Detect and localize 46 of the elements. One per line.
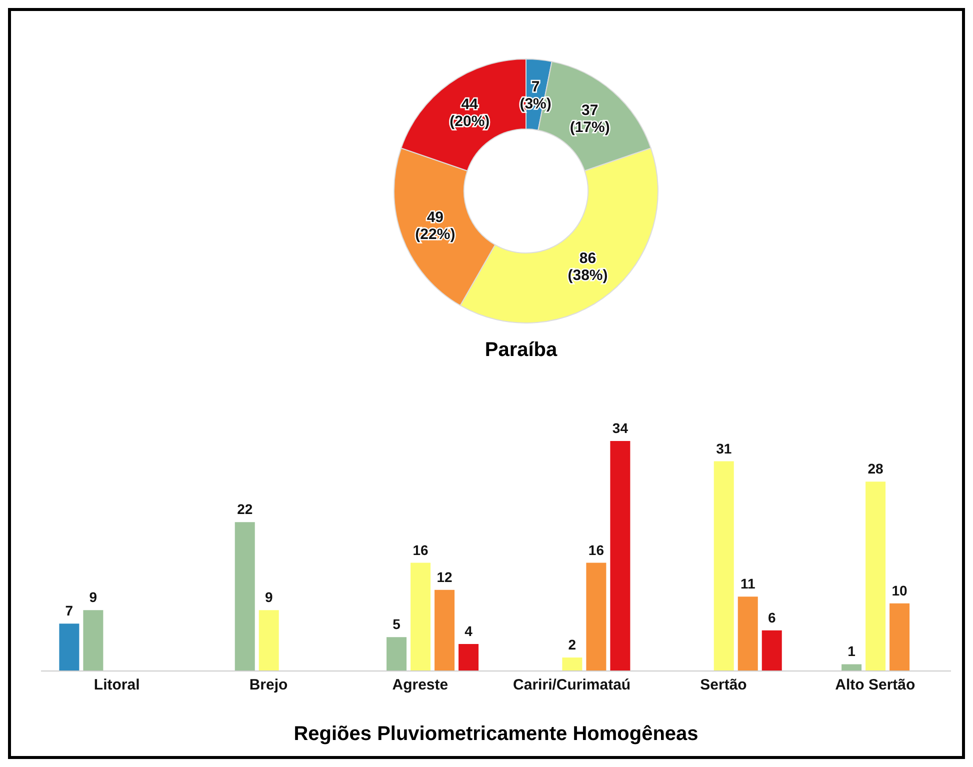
data-label: 16 [588,542,604,558]
data-label: 34 [612,420,628,436]
bar [258,610,279,671]
bar [234,522,255,671]
data-label: 49 (22%) [415,209,456,244]
data-label: 16 [412,542,429,558]
data-label: 10 [892,582,908,598]
bar [714,461,734,671]
bar [410,562,431,671]
data-label: 37 (17%) [570,102,610,136]
x-tick-label: Agreste [392,676,448,694]
data-label: 12 [436,568,453,585]
data-label: 9 [264,589,273,606]
data-label: 1 [848,643,856,660]
data-label: 86 (38%) [568,250,608,284]
data-label: 7 [65,602,74,619]
x-tick-label: Cariri/Curimataú [513,676,631,694]
x-tick-label: Alto Sertão [835,676,916,694]
x-tick-label: Sertão [700,676,747,694]
bar [458,644,479,671]
bar [386,637,407,671]
x-axis-title: Regiões Pluviometricamente Homogêneas [292,723,700,746]
x-tick-label: Litoral [94,676,140,694]
bar [434,590,455,671]
x-tick-label: Brejo [249,676,288,694]
bar [562,657,582,671]
bar [83,610,104,671]
data-label: 44 (20%) [450,96,490,130]
bar [890,603,910,671]
text: Paraíba [484,339,558,362]
data-label: 6 [768,609,776,626]
data-label: 5 [392,616,401,632]
data-label: 22 [237,501,253,518]
data-label: 2 [568,636,576,652]
data-label: 4 [464,622,473,639]
bar [610,441,630,671]
bar [738,596,758,671]
data-label: 9 [89,589,98,606]
data-label: 11 [740,576,756,592]
bar [866,482,886,671]
data-label: 31 [716,440,732,456]
bar [586,562,606,671]
bar [59,624,80,671]
bar [762,630,782,671]
data-label: 28 [868,460,884,477]
bar [842,664,862,671]
